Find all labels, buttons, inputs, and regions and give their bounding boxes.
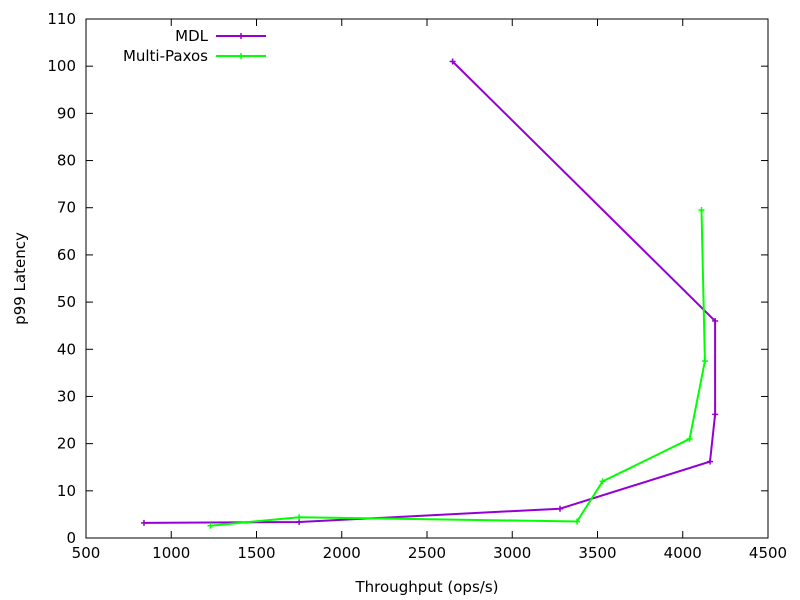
x-axis-ticks: 500 1000 1500 2000 2500 3000 3500 4000 4500 [72, 19, 787, 562]
x-tick-label: 4000 [664, 544, 702, 562]
x-tick-label: 1000 [152, 544, 190, 562]
y-tick-label: 110 [47, 10, 76, 28]
x-tick-label: 500 [72, 544, 101, 562]
data-point [207, 522, 214, 529]
y-tick-label: 60 [57, 246, 76, 264]
x-tick-label: 3000 [493, 544, 531, 562]
y-tick-label: 40 [57, 340, 76, 358]
y-tick-label: 90 [57, 104, 76, 122]
y-tick-label: 0 [66, 529, 76, 547]
data-point [701, 358, 708, 365]
data-point [712, 411, 719, 418]
x-tick-label: 3500 [578, 544, 616, 562]
y-tick-label: 50 [57, 293, 76, 311]
y-tick-label: 100 [47, 57, 76, 75]
series-layer [140, 58, 719, 529]
data-point [686, 435, 693, 442]
data-point [707, 458, 714, 465]
x-tick-label: 2500 [408, 544, 446, 562]
legend-label: Multi-Paxos [123, 47, 208, 65]
y-axis-title: p99 Latency [11, 232, 29, 325]
legend-item: Multi-Paxos [123, 47, 266, 65]
data-point [556, 505, 563, 512]
y-axis-ticks: 0 10 20 30 40 50 60 70 80 90 100 110 [47, 10, 768, 547]
series-mdl [140, 58, 719, 526]
data-point [140, 519, 147, 526]
x-axis-title: Throughput (ops/s) [355, 578, 499, 596]
y-tick-label: 20 [57, 435, 76, 453]
legend: MDL Multi-Paxos [123, 27, 266, 65]
x-tick-label: 1500 [237, 544, 275, 562]
legend-label: MDL [175, 27, 208, 45]
data-point [449, 58, 456, 65]
data-point [574, 518, 581, 525]
legend-marker [238, 33, 244, 39]
legend-item: MDL [175, 27, 266, 45]
y-tick-label: 30 [57, 387, 76, 405]
y-tick-label: 70 [57, 199, 76, 217]
y-tick-label: 80 [57, 152, 76, 170]
series-multi-paxos [207, 207, 708, 529]
data-point [296, 514, 303, 521]
y-tick-label: 10 [57, 482, 76, 500]
legend-marker [238, 53, 244, 59]
x-tick-label: 2000 [323, 544, 361, 562]
data-point [712, 317, 719, 324]
data-point [698, 207, 705, 214]
x-tick-label: 4500 [749, 544, 787, 562]
data-point [599, 478, 606, 485]
